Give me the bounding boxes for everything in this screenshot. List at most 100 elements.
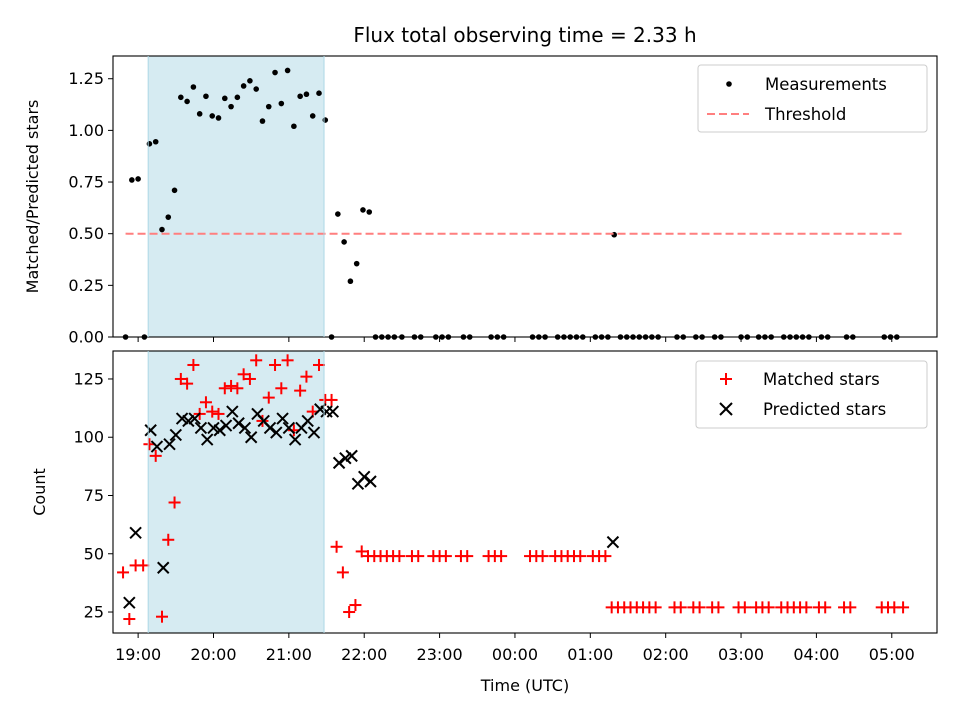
- matched-star-point: [536, 550, 549, 563]
- top-y-ticks: 0.00 0.25 0.50 0.75 1.00 1.25: [68, 69, 113, 347]
- matched-star-point: [800, 601, 813, 614]
- predicted-star-point: [276, 412, 289, 425]
- measurement-point: [335, 211, 341, 217]
- predicted-star-point: [358, 470, 371, 484]
- series-predicted-stars: [123, 403, 620, 609]
- predicted-star-point: [226, 405, 239, 418]
- top-legend-box: [697, 64, 928, 133]
- matched-star-point: [495, 550, 508, 563]
- predicted-star-point: [345, 449, 358, 463]
- matched-star-point: [237, 368, 250, 381]
- matched-star-point: [199, 396, 212, 409]
- matched-star-point: [206, 405, 219, 418]
- measurement-point: [297, 93, 303, 100]
- x-tick-label: 02:00: [643, 645, 689, 664]
- matched-star-point: [819, 601, 832, 614]
- x-tick-label: 01:00: [567, 645, 613, 664]
- matched-star-point: [187, 358, 200, 371]
- measurement-point: [347, 278, 354, 285]
- predicted-star-point: [606, 535, 620, 549]
- matched-star-point: [300, 370, 313, 383]
- measurement-point: [178, 94, 184, 101]
- series-matched-stars: [117, 354, 910, 626]
- matched-star-point: [393, 550, 406, 563]
- matched-star-point: [174, 372, 187, 385]
- matched-star-point: [649, 601, 662, 614]
- matched-star-point: [349, 599, 362, 612]
- predicted-star-point: [288, 433, 302, 446]
- bottom-y-ticks: 25 50 75 100 125: [73, 369, 113, 622]
- measurement-point: [291, 123, 297, 130]
- predicted-star-point: [219, 419, 233, 432]
- predicted-star-point: [270, 426, 283, 439]
- matched-star-point: [123, 613, 136, 626]
- matched-star-point: [712, 601, 725, 614]
- matched-star-point: [439, 550, 452, 563]
- matched-star-point: [117, 566, 130, 579]
- bottom-legend-box: [695, 360, 928, 429]
- measurement-point: [215, 115, 222, 121]
- predicted-star-point: [213, 424, 226, 437]
- measurement-point: [253, 86, 259, 92]
- legend-measurements-label: Measurements: [765, 75, 887, 94]
- bottom-series-layer: [117, 354, 910, 626]
- y-tick-label: 125: [73, 369, 104, 388]
- top-panel: 0.00 0.25 0.50 0.75 1.00 1.25 Matched/Predict…: [23, 55, 938, 347]
- bottom-panel: 25 50 75 100 125 19:00 20:00 21:00 22:00 23:00 00…: [30, 350, 938, 695]
- y-tick-label: 0.25: [68, 276, 104, 295]
- measurement-point: [196, 111, 203, 117]
- legend-matched-marker: [720, 373, 732, 385]
- measurement-point: [190, 84, 197, 90]
- matched-star-point: [243, 372, 256, 385]
- measurement-point: [259, 118, 266, 124]
- predicted-star-point: [150, 440, 164, 453]
- legend-threshold-label: Threshold: [764, 105, 846, 124]
- measurement-point: [353, 260, 360, 267]
- matched-star-point: [330, 540, 343, 553]
- x-axis-label: Time (UTC): [480, 676, 569, 695]
- chart-title: Flux total observing time = 2.33 h: [353, 23, 696, 47]
- top-legend: Measurements Threshold: [697, 64, 928, 133]
- predicted-star-point: [201, 433, 214, 446]
- predicted-star-point: [194, 421, 208, 435]
- matched-star-point: [231, 382, 244, 395]
- matched-star-point: [336, 566, 349, 579]
- x-tick-label: 04:00: [793, 645, 839, 664]
- measurement-point: [366, 209, 373, 215]
- top-highlight-span: [148, 56, 325, 337]
- predicted-star-point: [188, 412, 201, 425]
- matched-star-point: [149, 449, 162, 462]
- measurement-point: [209, 113, 216, 119]
- measurement-point: [265, 103, 272, 110]
- bottom-legend: Matched stars Predicted stars: [695, 360, 928, 429]
- measurement-point: [184, 98, 190, 105]
- x-tick-label: 22:00: [341, 645, 387, 664]
- y-tick-label: 0.75: [68, 173, 104, 192]
- measurement-point: [135, 176, 141, 182]
- measurement-point: [316, 90, 322, 96]
- measurement-point: [247, 77, 253, 84]
- matched-star-point: [218, 382, 231, 395]
- matched-star-point: [599, 550, 612, 563]
- y-tick-label: 25: [84, 603, 104, 622]
- predicted-star-point: [301, 414, 314, 428]
- matched-star-point: [162, 533, 175, 546]
- matched-star-point: [461, 550, 474, 563]
- matched-star-point: [269, 358, 282, 371]
- matched-star-point: [674, 601, 687, 614]
- matched-star-point: [313, 358, 325, 371]
- predicted-star-point: [157, 561, 170, 574]
- y-tick-label: 0.50: [68, 224, 104, 243]
- legend-predicted-marker: [719, 402, 733, 416]
- predicted-star-point: [326, 405, 340, 418]
- x-tick-label: 21:00: [266, 645, 312, 664]
- matched-star-point: [275, 382, 288, 395]
- matched-star-point: [281, 354, 294, 367]
- bottom-axes-frame: [112, 350, 938, 634]
- top-y-axis-label: Matched/Predicted stars: [23, 100, 42, 294]
- measurement-point: [221, 95, 228, 102]
- x-tick-label: 00:00: [492, 645, 538, 664]
- matched-star-point: [897, 601, 910, 614]
- measurement-point: [284, 67, 291, 74]
- matched-star-point: [262, 391, 275, 404]
